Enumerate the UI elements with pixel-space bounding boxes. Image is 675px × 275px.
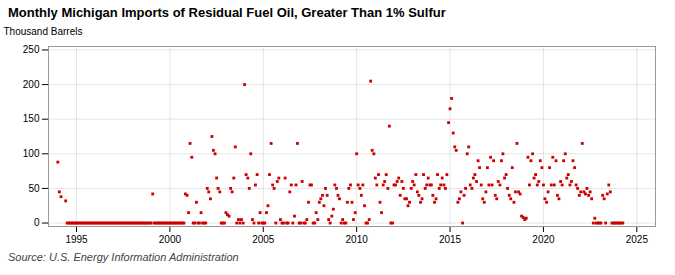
svg-text:2005: 2005 <box>252 234 275 245</box>
svg-text:0: 0 <box>34 217 40 228</box>
svg-text:1995: 1995 <box>65 234 88 245</box>
svg-text:Thousand Barrels: Thousand Barrels <box>4 26 83 37</box>
svg-text:250: 250 <box>23 44 40 55</box>
svg-text:2025: 2025 <box>626 234 649 245</box>
svg-text:2000: 2000 <box>159 234 182 245</box>
svg-text:200: 200 <box>23 79 40 90</box>
svg-text:2010: 2010 <box>346 234 369 245</box>
svg-text:100: 100 <box>23 148 40 159</box>
svg-text:2015: 2015 <box>439 234 462 245</box>
svg-text:50: 50 <box>28 183 40 194</box>
html-text:Source: U.S. Energy Informatio: Source: U.S. Energy Information Administ… <box>8 251 239 263</box>
svg-text:2020: 2020 <box>532 234 555 245</box>
html-text:Monthly Michigan Imports of Re: Monthly Michigan Imports of Residual Fue… <box>8 5 446 20</box>
svg-text:150: 150 <box>23 113 40 124</box>
